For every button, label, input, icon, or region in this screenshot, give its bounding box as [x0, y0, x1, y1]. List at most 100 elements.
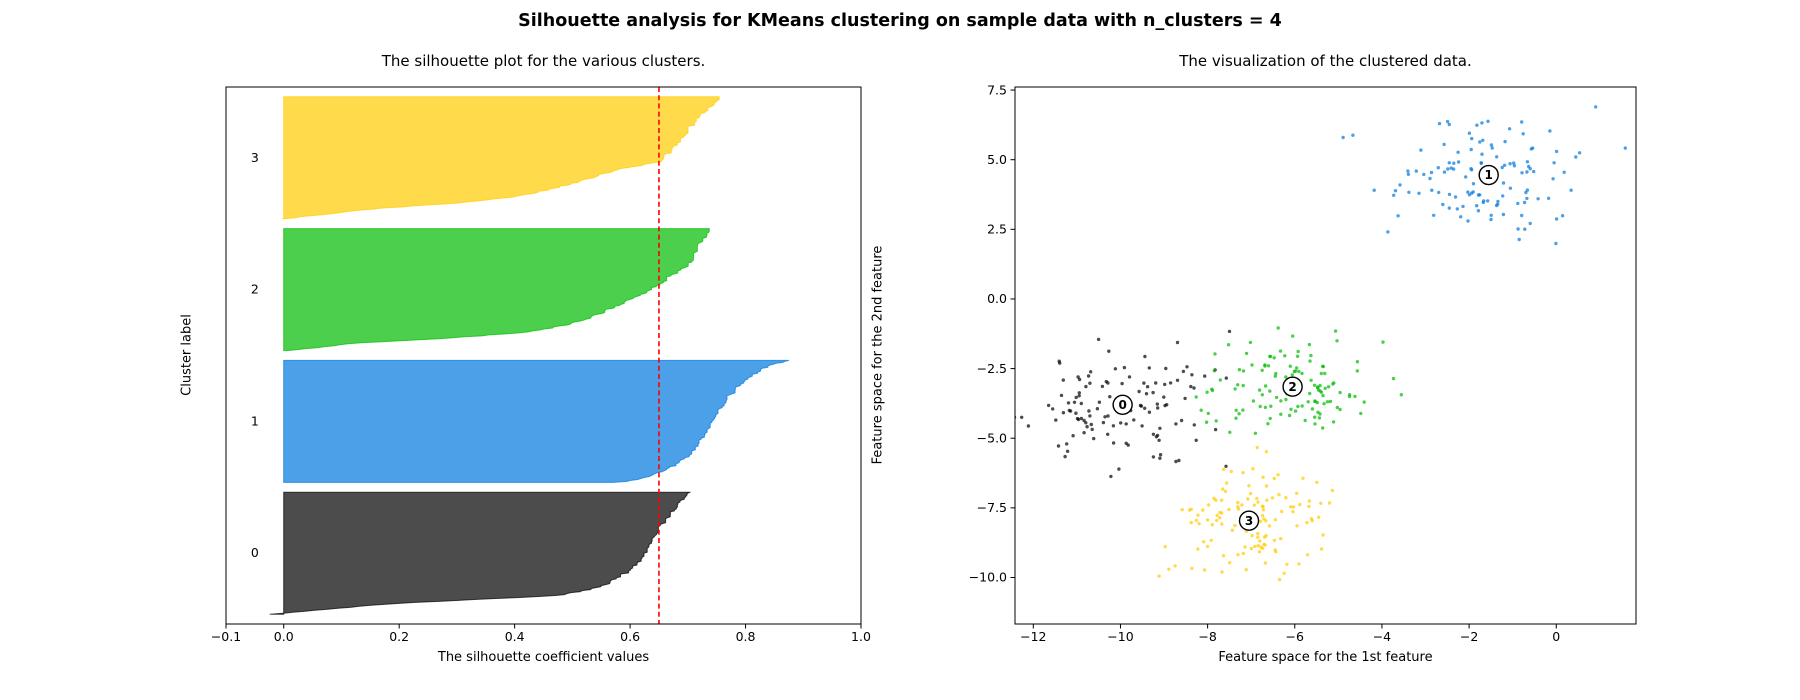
data-point — [1306, 553, 1310, 557]
data-point — [1194, 438, 1198, 442]
data-point — [1258, 519, 1263, 524]
data-point — [1517, 237, 1521, 242]
data-point — [1623, 146, 1628, 150]
data-point — [1290, 373, 1295, 377]
data-point — [1158, 456, 1162, 460]
data-point — [1151, 455, 1156, 459]
data-point — [1177, 458, 1181, 463]
data-point — [1393, 189, 1398, 193]
data-point — [1456, 160, 1461, 164]
cluster-label-1: 1 — [251, 413, 259, 428]
data-point — [1318, 383, 1322, 388]
cluster-center-number-3: 3 — [1245, 514, 1253, 528]
data-point — [1143, 354, 1147, 359]
data-point — [1263, 364, 1267, 368]
data-point — [1268, 416, 1272, 421]
data-point — [1594, 105, 1598, 109]
data-point — [1126, 443, 1130, 447]
data-point — [1291, 334, 1295, 338]
data-point — [1436, 166, 1441, 170]
x-tick-label: 0.2 — [389, 629, 409, 644]
data-point — [1267, 524, 1272, 528]
scatter-points-cluster-3 — [1157, 445, 1335, 582]
data-point — [1501, 212, 1506, 217]
cluster-center-number-2: 2 — [1288, 380, 1296, 394]
data-point — [1414, 169, 1419, 173]
data-point — [1142, 381, 1146, 385]
data-point — [1196, 547, 1200, 551]
data-point — [1313, 415, 1317, 419]
data-point — [1061, 378, 1066, 382]
data-point — [1127, 375, 1132, 379]
scatter-axes-frame — [1014, 86, 1637, 625]
data-point — [1202, 540, 1206, 544]
data-point — [1469, 191, 1474, 195]
data-point — [1372, 188, 1376, 192]
x-tick-label: 0.6 — [620, 629, 640, 644]
data-point — [1307, 342, 1312, 347]
data-point — [1215, 518, 1219, 523]
data-point — [1082, 431, 1086, 435]
data-point — [1321, 393, 1325, 398]
data-point — [1144, 392, 1149, 396]
data-point — [1398, 183, 1402, 187]
cluster-label-3: 3 — [251, 150, 259, 165]
data-point — [1560, 214, 1565, 218]
data-point — [1274, 371, 1278, 376]
data-point — [1270, 496, 1275, 500]
data-point — [1203, 374, 1207, 378]
data-point — [1210, 388, 1215, 393]
data-point — [1205, 518, 1210, 522]
data-point — [1086, 374, 1091, 378]
data-point — [1056, 444, 1061, 448]
x-tick-label: 1.0 — [851, 629, 871, 644]
data-point — [1209, 538, 1213, 542]
data-point — [1525, 160, 1530, 164]
data-point — [1476, 193, 1481, 197]
data-point — [1089, 422, 1094, 427]
data-point — [1165, 403, 1169, 407]
data-point — [1315, 480, 1319, 484]
data-point — [1108, 395, 1112, 399]
data-point — [1218, 516, 1222, 520]
data-point — [1074, 411, 1078, 415]
data-point — [1227, 329, 1232, 334]
data-point — [1417, 191, 1421, 195]
y-tick-label: −5.0 — [977, 430, 1007, 445]
data-point — [1181, 369, 1186, 374]
data-point — [1103, 415, 1107, 419]
data-point — [1157, 574, 1161, 578]
data-point — [1090, 427, 1094, 432]
data-point — [1213, 352, 1217, 356]
data-point — [1300, 404, 1304, 408]
data-point — [1100, 384, 1105, 389]
data-point — [1227, 507, 1231, 512]
data-point — [1258, 404, 1262, 409]
data-point — [1447, 161, 1452, 165]
data-point — [1256, 544, 1260, 548]
data-point — [1111, 441, 1116, 445]
data-point — [1309, 378, 1313, 382]
data-point — [1263, 384, 1268, 388]
cluster-label-2: 2 — [251, 282, 259, 297]
data-point — [1292, 369, 1297, 374]
data-point — [1240, 503, 1244, 507]
data-point — [1119, 421, 1123, 425]
data-point — [1059, 393, 1064, 398]
x-tick-label: −10 — [1107, 629, 1133, 644]
data-point — [1289, 505, 1293, 509]
data-point — [1326, 385, 1331, 389]
data-point — [1194, 518, 1199, 523]
data-point — [1257, 550, 1262, 554]
data-point — [1265, 498, 1269, 502]
data-point — [1287, 413, 1292, 418]
scatter-xaxis-label: Feature space for the 1st feature — [1218, 650, 1433, 665]
data-point — [1274, 395, 1279, 400]
data-point — [1430, 188, 1434, 192]
data-point — [1309, 353, 1313, 358]
data-point — [1256, 535, 1260, 539]
data-point — [1065, 449, 1070, 453]
data-point — [1140, 424, 1144, 428]
data-point — [1206, 411, 1211, 416]
data-point — [1277, 577, 1282, 582]
